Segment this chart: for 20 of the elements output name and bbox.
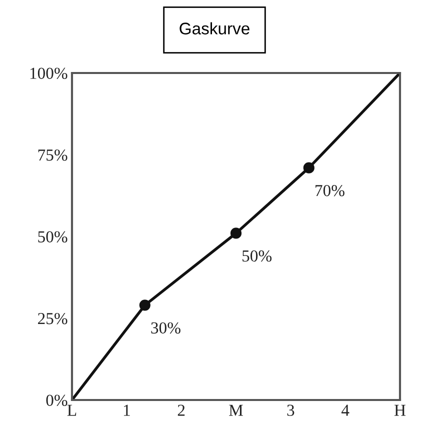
x-tick-label: M (229, 404, 243, 416)
point (230, 228, 242, 239)
x-tick-label: H (394, 404, 406, 416)
x-tick-label: 2 (178, 404, 185, 416)
x-tick-label: 4 (341, 404, 350, 416)
y-tick-label: 50% (38, 231, 68, 242)
y-tick-label: 0% (46, 394, 68, 406)
point (139, 300, 150, 311)
annotation: 70% (316, 184, 344, 196)
line-series (72, 73, 400, 400)
annotation: 50% (242, 250, 272, 262)
x-tick-label: 1 (124, 404, 130, 416)
y-tick-label: 75% (38, 149, 68, 161)
annotation: 30% (151, 322, 180, 334)
y-tick-label: 100% (30, 68, 68, 79)
chart-title: Gaskurve (180, 22, 250, 34)
x-tick-label: L (67, 404, 76, 416)
point (303, 162, 314, 174)
x-tick-label: 3 (287, 404, 294, 416)
y-tick-label: 25% (38, 312, 68, 324)
